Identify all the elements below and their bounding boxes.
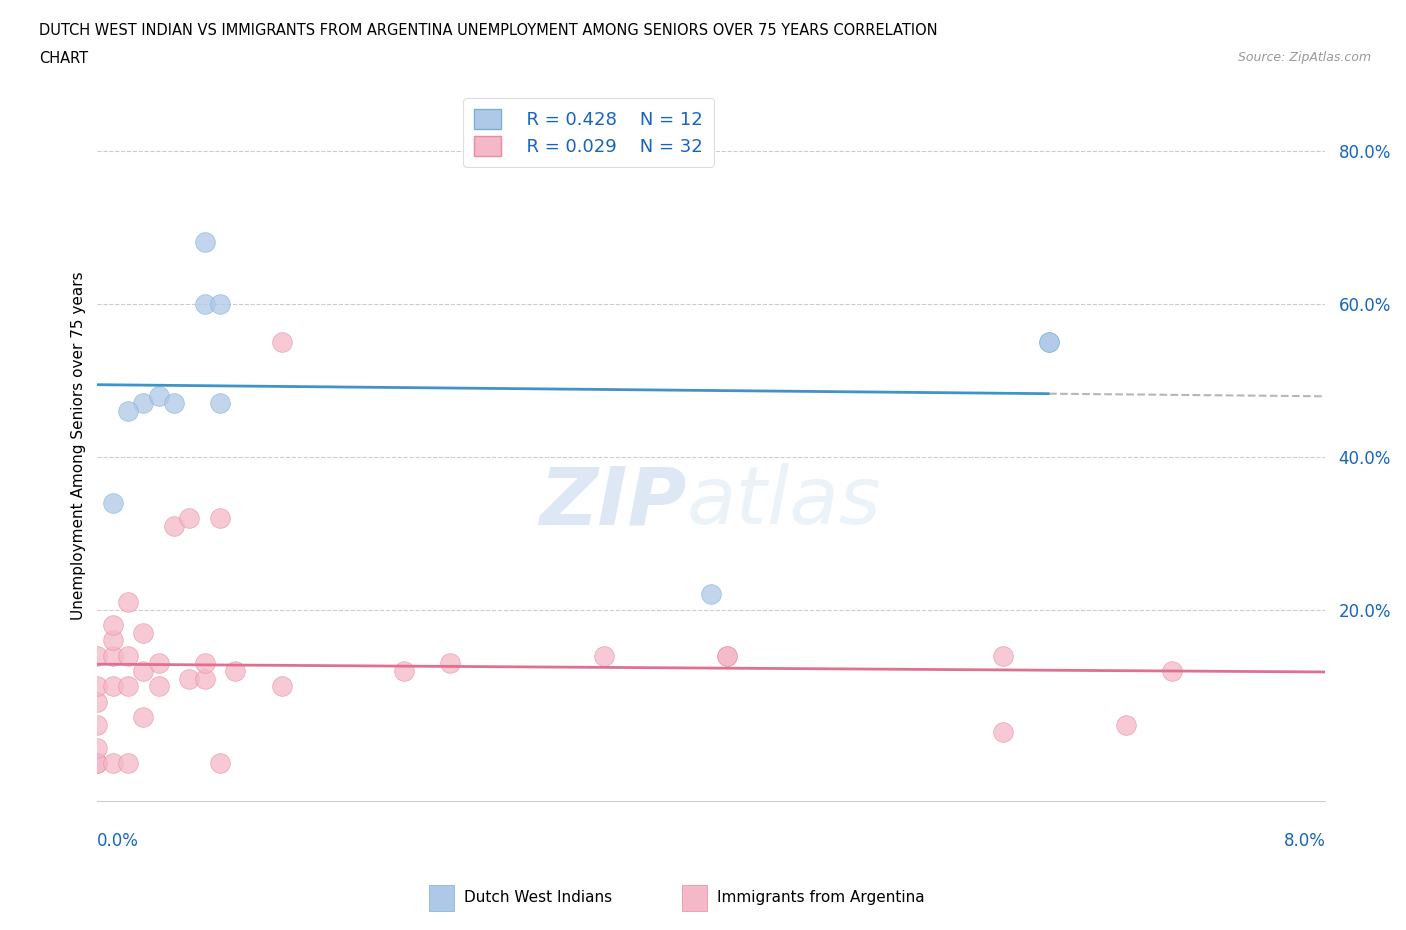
- Text: Immigrants from Argentina: Immigrants from Argentina: [717, 890, 925, 905]
- Point: [117, 648, 139, 663]
- Point: [86, 694, 108, 709]
- Point: [132, 664, 155, 679]
- Point: [101, 648, 124, 663]
- Point: [101, 618, 124, 632]
- Point: [394, 664, 416, 679]
- Text: Source: ZipAtlas.com: Source: ZipAtlas.com: [1237, 51, 1371, 64]
- Point: [700, 587, 723, 602]
- Point: [117, 594, 139, 609]
- Point: [270, 335, 292, 350]
- Point: [991, 648, 1014, 663]
- Point: [194, 656, 217, 671]
- Point: [163, 518, 186, 533]
- Point: [716, 648, 738, 663]
- Point: [101, 679, 124, 694]
- Text: 8.0%: 8.0%: [1284, 831, 1326, 850]
- Text: ZIP: ZIP: [540, 463, 686, 541]
- Point: [148, 656, 170, 671]
- Point: [86, 648, 108, 663]
- Point: [194, 297, 217, 312]
- Point: [593, 648, 616, 663]
- Point: [991, 724, 1014, 739]
- Text: Dutch West Indians: Dutch West Indians: [464, 890, 612, 905]
- Point: [86, 717, 108, 732]
- Text: 0.0%: 0.0%: [97, 831, 139, 850]
- Point: [101, 755, 124, 770]
- Point: [86, 740, 108, 755]
- Point: [209, 297, 232, 312]
- Point: [209, 755, 232, 770]
- Point: [209, 511, 232, 525]
- Point: [86, 755, 108, 770]
- Point: [117, 404, 139, 418]
- Point: [132, 625, 155, 640]
- Point: [716, 648, 738, 663]
- Text: CHART: CHART: [39, 51, 89, 66]
- Point: [194, 235, 217, 250]
- Point: [1038, 335, 1060, 350]
- Text: atlas: atlas: [686, 463, 882, 541]
- Point: [209, 396, 232, 411]
- Legend:   R = 0.428    N = 12,   R = 0.029    N = 32: R = 0.428 N = 12, R = 0.029 N = 32: [463, 99, 714, 167]
- Point: [179, 671, 201, 686]
- Point: [194, 671, 217, 686]
- Point: [148, 388, 170, 403]
- Point: [117, 755, 139, 770]
- Text: DUTCH WEST INDIAN VS IMMIGRANTS FROM ARGENTINA UNEMPLOYMENT AMONG SENIORS OVER 7: DUTCH WEST INDIAN VS IMMIGRANTS FROM ARG…: [39, 23, 938, 38]
- Point: [132, 710, 155, 724]
- Y-axis label: Unemployment Among Seniors over 75 years: Unemployment Among Seniors over 75 years: [72, 271, 86, 619]
- Point: [163, 396, 186, 411]
- Point: [1038, 335, 1060, 350]
- Point: [117, 679, 139, 694]
- Point: [439, 656, 461, 671]
- Point: [148, 679, 170, 694]
- Point: [179, 511, 201, 525]
- Point: [1115, 717, 1137, 732]
- Point: [86, 679, 108, 694]
- Point: [101, 495, 124, 510]
- Point: [86, 755, 108, 770]
- Point: [1160, 664, 1182, 679]
- Point: [224, 664, 246, 679]
- Point: [101, 633, 124, 648]
- Point: [132, 396, 155, 411]
- Point: [270, 679, 292, 694]
